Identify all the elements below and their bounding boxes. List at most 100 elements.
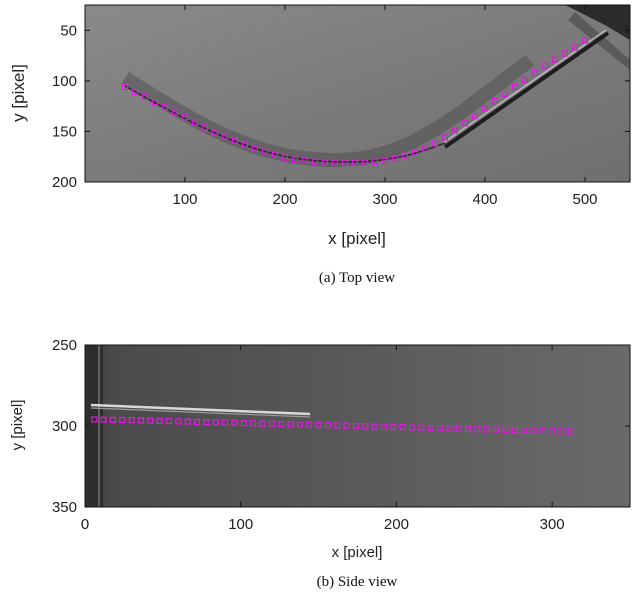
- top-y-tick-label: 50: [60, 22, 77, 39]
- side-marker: [147, 417, 154, 424]
- side-marker: [100, 416, 107, 423]
- side-marker: [315, 421, 322, 429]
- side-marker: [306, 421, 313, 428]
- side-marker: [436, 425, 444, 432]
- top-marker: [461, 120, 469, 127]
- side-marker: [408, 424, 416, 431]
- side-marker: [474, 425, 481, 433]
- top-marker: [211, 129, 219, 136]
- top-flexible-rod: [124, 85, 446, 163]
- side-marker: [371, 423, 378, 430]
- side-data-markers: [91, 416, 574, 435]
- side-marker: [521, 427, 528, 434]
- top-marker: [361, 159, 369, 166]
- top-marker: [431, 140, 439, 147]
- top-rigid-rod: [443, 31, 610, 149]
- side-marker: [259, 420, 266, 427]
- top-caption: (a) Top view: [319, 270, 395, 286]
- side-marker: [343, 422, 350, 429]
- top-marker: [491, 97, 499, 105]
- top-marker: [201, 124, 209, 131]
- top-view-panel: 100 200 300 400 500 50 100 150 200 x [pixel] y …: [9, 4, 631, 286]
- side-marker: [418, 424, 425, 431]
- side-marker: [511, 426, 518, 434]
- side-y-tick-label: 300: [52, 418, 77, 435]
- side-marker: [128, 417, 135, 424]
- side-marker: [446, 425, 453, 432]
- side-y-tick-label: 350: [52, 499, 77, 516]
- top-marker: [121, 83, 129, 91]
- top-marker: [151, 98, 159, 106]
- top-marker: [131, 88, 139, 96]
- top-marker: [541, 62, 549, 69]
- top-marker: [191, 119, 199, 126]
- side-marker: [240, 419, 247, 427]
- side-marker: [399, 424, 406, 431]
- top-marker: [241, 141, 249, 148]
- side-marker: [231, 419, 238, 426]
- top-x-axis: 100 200 300 400 500: [172, 5, 598, 208]
- top-marker: [381, 157, 389, 164]
- top-x-tick-label: 500: [572, 191, 597, 208]
- side-marker: [362, 423, 369, 430]
- side-marker: [287, 421, 294, 428]
- top-marker: [551, 56, 559, 63]
- top-marker: [471, 113, 479, 120]
- top-marker: [291, 156, 299, 163]
- side-x-axis: 0 100 200 300: [81, 345, 565, 533]
- top-marker: [261, 148, 269, 155]
- side-marker: [492, 426, 500, 433]
- top-y-axis: 50 100 150 200: [52, 22, 630, 191]
- side-marker: [390, 423, 397, 431]
- top-marker: [571, 44, 579, 51]
- side-marker: [278, 420, 285, 428]
- side-x-axis-label: x [pixel]: [332, 544, 383, 561]
- side-marker: [165, 418, 173, 425]
- top-marker: [481, 105, 489, 112]
- side-y-tick-label: 250: [52, 337, 77, 354]
- top-y-axis-label: y [pixel]: [9, 64, 28, 122]
- side-marker: [268, 420, 275, 427]
- side-y-axis-label: y [pixel]: [9, 400, 26, 451]
- side-x-tick-label: 0: [81, 516, 89, 533]
- side-marker: [502, 426, 509, 433]
- top-x-tick-label: 300: [372, 191, 397, 208]
- top-marker: [421, 145, 429, 152]
- top-marker: [511, 83, 519, 91]
- side-marker: [184, 418, 191, 425]
- side-marker: [483, 426, 490, 433]
- side-marker: [296, 421, 303, 428]
- side-marker: [352, 422, 360, 430]
- side-marker: [156, 417, 163, 425]
- side-marker: [222, 419, 229, 426]
- top-marker: [231, 137, 239, 144]
- side-marker: [175, 418, 182, 425]
- top-marker: [401, 152, 409, 159]
- side-marker: [194, 418, 201, 426]
- side-marker: [324, 422, 332, 429]
- top-x-axis-label: x [pixel]: [328, 229, 386, 248]
- top-x-tick-label: 400: [472, 191, 497, 208]
- side-rod: [90, 407, 311, 418]
- top-data-markers: [121, 37, 589, 166]
- side-marker: [91, 416, 98, 423]
- top-y-tick-label: 150: [52, 123, 77, 140]
- top-plot-frame: [84, 4, 631, 183]
- side-marker: [109, 416, 117, 423]
- top-plot-background: [85, 5, 630, 182]
- top-marker: [321, 159, 329, 166]
- top-marker: [281, 154, 289, 161]
- side-marker: [530, 427, 537, 434]
- top-marker: [271, 151, 279, 158]
- top-clamp: [565, 5, 630, 40]
- top-y-tick-label: 200: [52, 174, 77, 191]
- side-x-tick-label: 300: [540, 516, 565, 533]
- side-marker: [250, 420, 257, 427]
- top-marker: [371, 158, 379, 165]
- side-marker: [119, 416, 126, 424]
- top-marker: [311, 158, 319, 165]
- top-x-tick-label: 100: [172, 191, 197, 208]
- side-view-panel: 0 100 200 300 250 300 350 x [pixel] y [pixel]…: [9, 337, 631, 590]
- top-marker: [161, 104, 169, 111]
